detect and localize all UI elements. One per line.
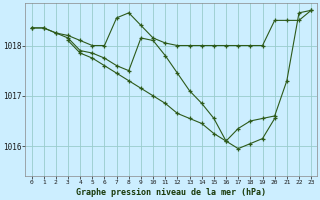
X-axis label: Graphe pression niveau de la mer (hPa): Graphe pression niveau de la mer (hPa) — [76, 188, 266, 197]
